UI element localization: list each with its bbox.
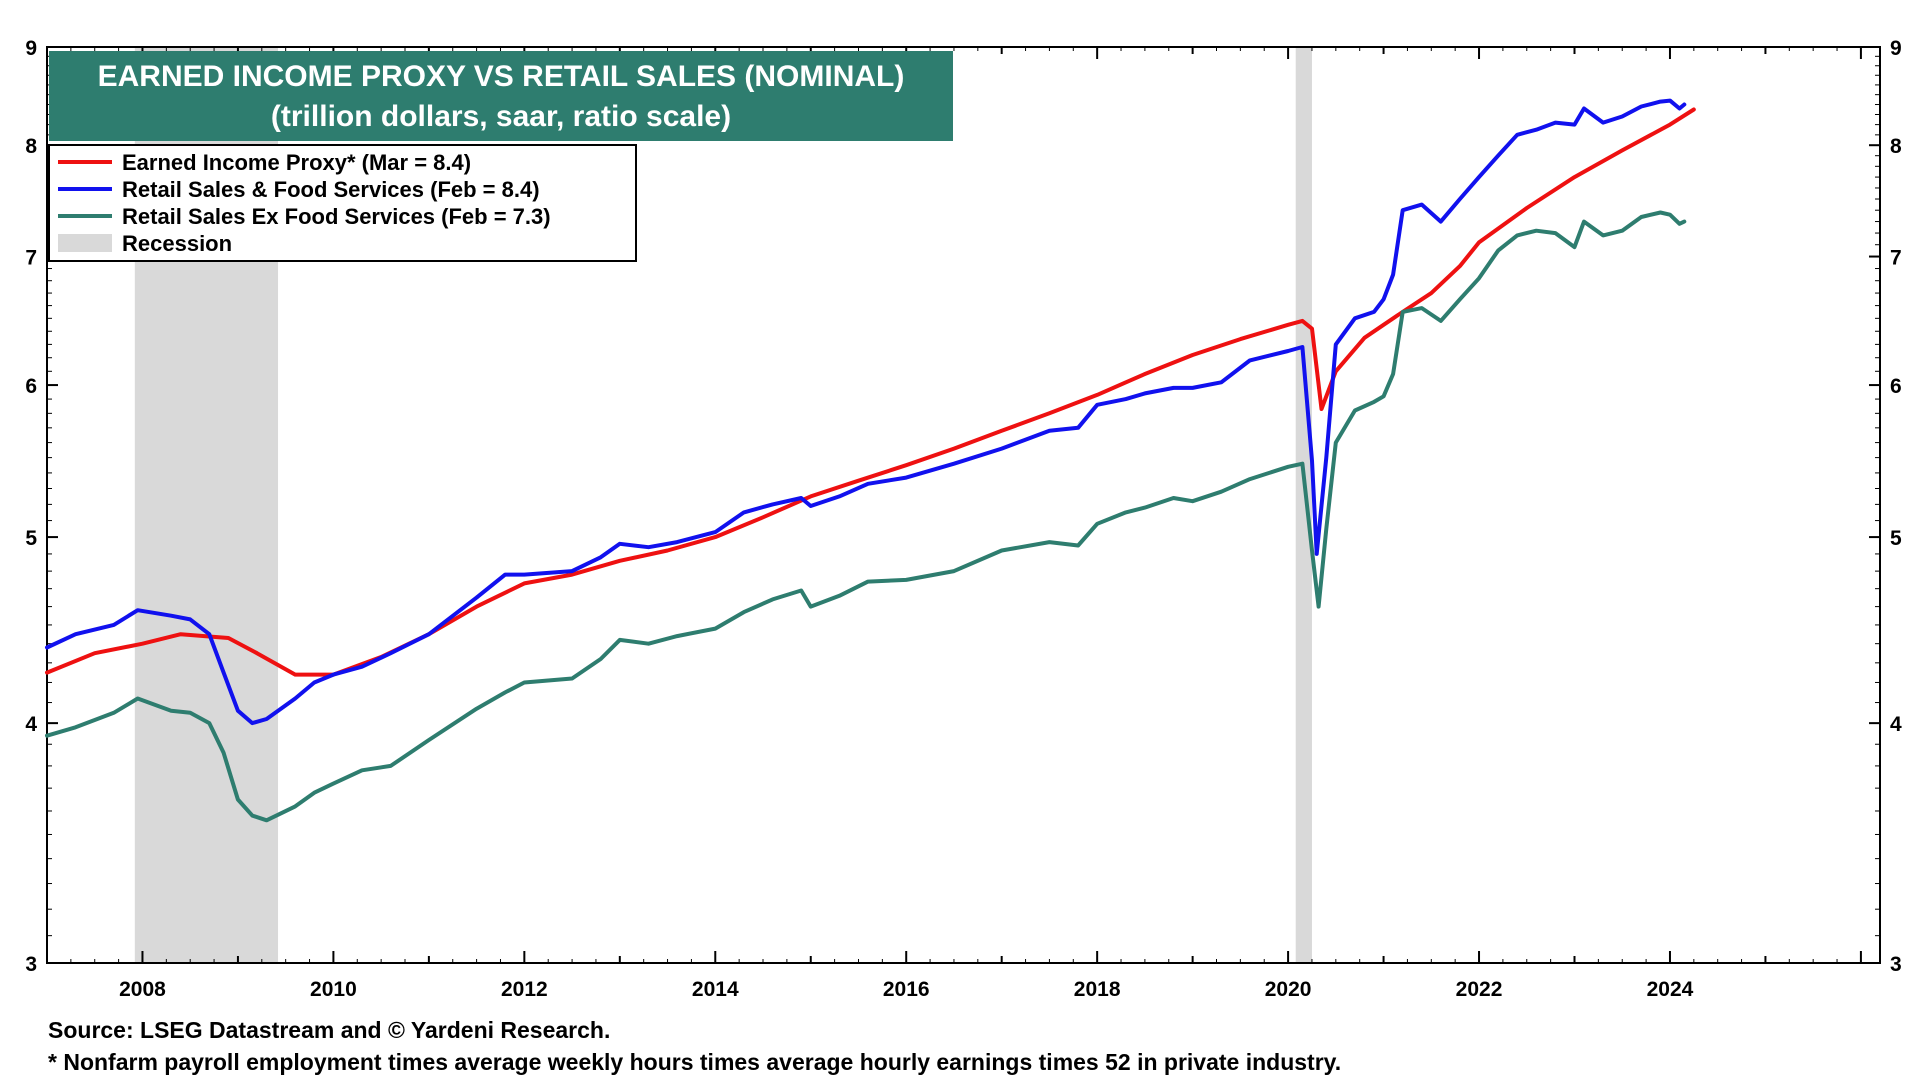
series-lines (45, 98, 1696, 823)
retail-sales-line (45, 98, 1687, 726)
y-tick-label-right-9: 9 (1890, 37, 1902, 60)
y-tick-label-right-5: 5 (1890, 527, 1902, 550)
y-tick-label-right-4: 4 (1890, 713, 1902, 736)
x-tick-label-2024: 2024 (1647, 978, 1694, 1001)
legend-label-earned-income: Earned Income Proxy* (Mar = 8.4) (122, 150, 471, 175)
y-tick-label-right-3: 3 (1890, 953, 1902, 976)
chart-title: EARNED INCOME PROXY VS RETAIL SALES (NOM… (98, 60, 905, 93)
x-tick-label-2020: 2020 (1265, 978, 1312, 1001)
axis-ticks: 3 3 4 4 5 5 6 6 7 7 8 8 9 9 2008 2010 2012 2014 2016 2018 20… (25, 37, 1902, 1001)
y-tick-label-left-7: 7 (25, 247, 37, 270)
title-box: EARNED INCOME PROXY VS RETAIL SALES (NOM… (49, 51, 953, 141)
y-tick-label-left-4: 4 (25, 713, 37, 736)
y-tick-label-left-8: 8 (25, 135, 37, 158)
legend: Earned Income Proxy* (Mar = 8.4) Retail … (48, 144, 637, 262)
legend-label-recession: Recession (122, 231, 232, 256)
plot-frame (46, 46, 1881, 964)
legend-label-retail-ex-food: Retail Sales Ex Food Services (Feb = 7.3… (122, 204, 551, 229)
chart-subtitle: (trillion dollars, saar, ratio scale) (271, 100, 731, 133)
y-tick-label-left-5: 5 (25, 527, 37, 550)
x-tick-label-2016: 2016 (883, 978, 930, 1001)
footnote: * Nonfarm payroll employment times avera… (48, 1049, 1342, 1075)
legend-swatch-recession (58, 234, 112, 252)
title-background (49, 51, 953, 141)
y-tick-label-left-3: 3 (25, 953, 37, 976)
x-tick-label-2022: 2022 (1456, 978, 1503, 1001)
x-tick-label-2014: 2014 (692, 978, 739, 1001)
source-note: Source: LSEG Datastream and © Yardeni Re… (48, 1017, 611, 1043)
x-tick-label-2010: 2010 (310, 978, 357, 1001)
y-tick-label-right-7: 7 (1890, 247, 1902, 270)
legend-label-retail-sales: Retail Sales & Food Services (Feb = 8.4) (122, 177, 540, 202)
y-tick-label-right-8: 8 (1890, 135, 1902, 158)
x-tick-label-2012: 2012 (501, 978, 548, 1001)
x-tick-label-2018: 2018 (1074, 978, 1121, 1001)
y-tick-label-left-9: 9 (25, 37, 37, 60)
y-tick-label-left-6: 6 (25, 375, 37, 398)
legend-frame (48, 144, 637, 262)
retail-ex-food-line (45, 210, 1687, 823)
x-tick-label-2008: 2008 (119, 978, 166, 1001)
recession-band-2 (1295, 47, 1312, 963)
y-tick-label-right-6: 6 (1890, 375, 1902, 398)
